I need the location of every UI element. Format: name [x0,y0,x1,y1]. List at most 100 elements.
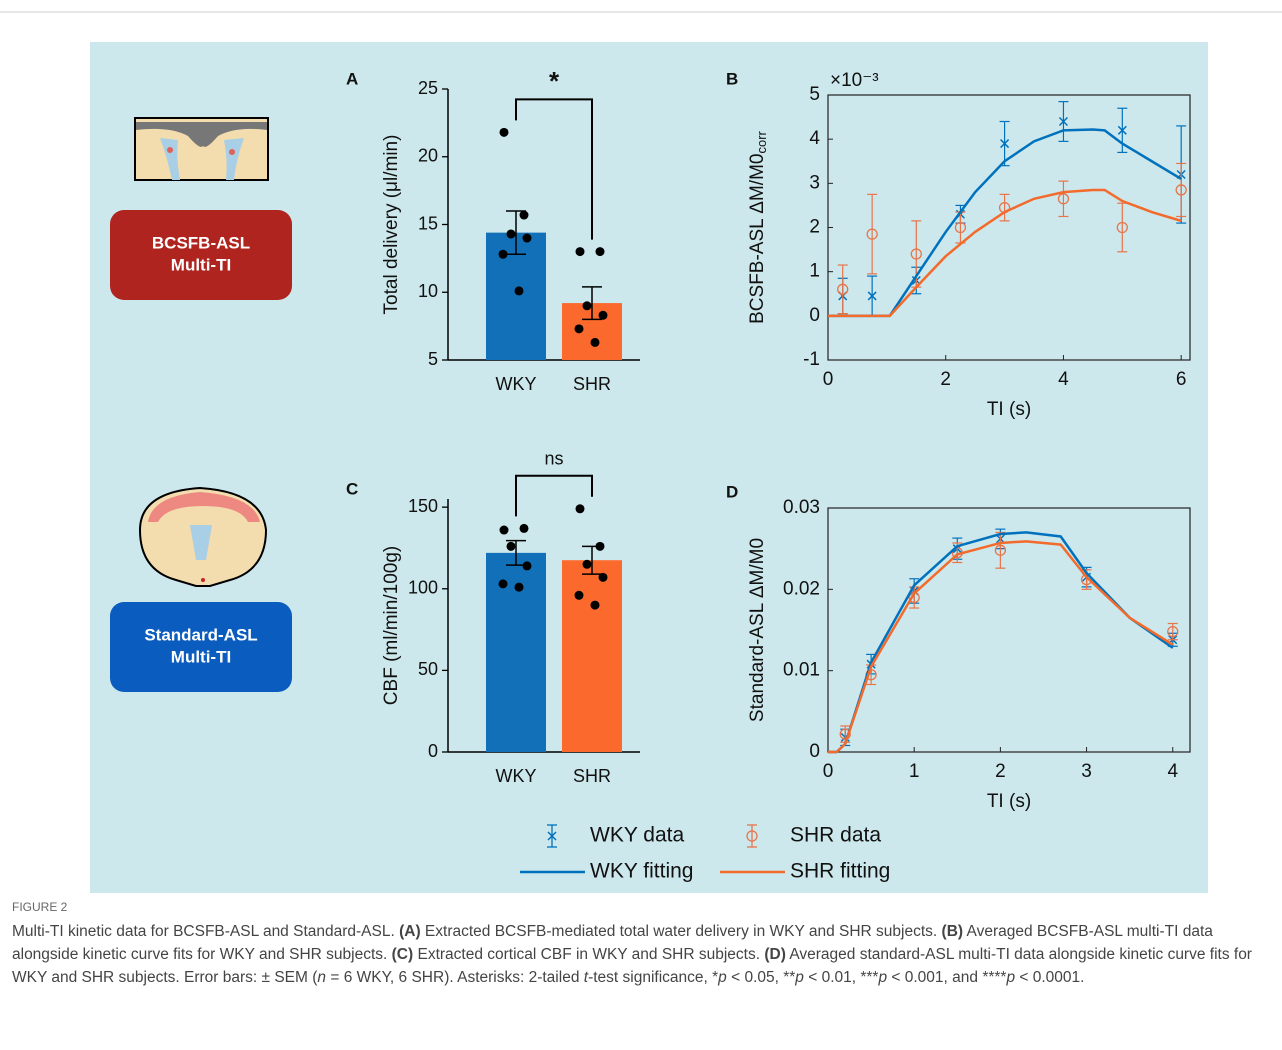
fit-line [828,128,1182,318]
x-tick-label: 4 [1167,761,1178,782]
caption-run: Multi-TI kinetic data for BCSFB-ASL and … [12,923,400,940]
data-point [590,337,600,347]
caption-run: (C) [391,946,414,963]
x-axis-label: TI (s) [987,791,1031,812]
y-tick-label: 0 [428,741,438,761]
caption-run: t [583,969,589,986]
y-tick-label: 0 [809,741,820,762]
data-point [506,229,516,239]
x-tick-label: 6 [1176,369,1187,390]
y-tick-label: 15 [418,213,438,233]
plot-box [827,507,1191,753]
y-tick-label: 5 [428,349,438,369]
y-tick-label: 0.02 [783,578,820,599]
x-tick-label: 0 [823,369,834,390]
data-point [522,233,532,243]
brain-icon [138,486,268,587]
caption-run: < 0.0001. [1015,969,1085,986]
data-point [519,210,529,220]
caption: FIGURE 2 Multi-TI kinetic data for BCSFB… [12,900,1267,989]
y-tick-label: 150 [408,496,438,516]
data-point [590,600,600,610]
x-tick-label: SHR [573,374,611,394]
data-point [498,249,508,259]
data-point [499,525,509,535]
data-point [595,247,605,257]
panel-label: A [346,69,358,88]
y-tick-label: 20 [418,146,438,166]
marker-x [1000,139,1010,149]
y-axis-label: BCSFB-ASL ΔM/M0corr [747,130,769,323]
y-axis-label-subscript: corr [754,130,769,153]
marker-circle [866,228,878,240]
caption-run: n [317,969,327,986]
y-tick-label: 1 [809,261,820,282]
legend-label: WKY data [590,824,684,847]
caption-run: < 0.001, and **** [887,969,1007,986]
caption-run: p [718,969,727,986]
significance-label: ns [544,449,563,469]
axis-multiplier: ×10⁻³ [830,70,879,91]
fit-line [828,540,1174,754]
data-point [598,572,608,582]
caption-run: Averaged BCSFB-ASL multi-TI data alongsi… [12,923,1213,963]
x-tick-label: WKY [495,374,536,394]
y-tick-label: 0.03 [783,497,820,518]
y-tick-label: 25 [418,78,438,98]
data-point [574,324,584,334]
caption-run: = 6 WKY, 6 SHR). Asterisks: 2-tailed [326,969,584,986]
x-tick-label: 2 [940,369,951,390]
method-label: Standard-ASL [144,625,257,644]
data-point [519,523,529,533]
method-label: Multi-TI [171,647,231,666]
y-axis-label: Standard-ASL ΔM/M0 [747,538,768,722]
panel-label: D [726,482,738,501]
x-axis-label: TI (s) [987,399,1031,420]
y-tick-label: 0.01 [783,660,820,681]
caption-run: (A) [399,923,421,940]
y-tick-label: 0 [809,305,820,326]
caption-run: < 0.05, ** [726,969,796,986]
bar [562,560,622,752]
data-point [598,310,608,320]
legend-label: SHR data [790,824,881,847]
data-point [574,590,584,600]
marker-circle [1116,221,1128,234]
x-tick-label: 2 [995,761,1006,782]
panel-label: B [726,69,738,88]
data-point [595,541,605,551]
data-point [498,579,508,589]
caption-run: (B) [941,923,964,940]
figure-label: FIGURE 2 [12,900,68,914]
marker-circle [1167,625,1179,638]
x-tick-label: SHR [573,766,611,786]
marker-circle [1057,193,1070,205]
marker-circle [1175,184,1187,196]
data-point [499,127,509,137]
legend-label: WKY fitting [590,860,693,883]
caption-run: p [878,969,888,986]
y-axis-label-main: BCSFB-ASL ΔM/M0 [747,154,768,324]
marker-circle [954,221,967,234]
panel-background [90,42,1208,893]
marker-x [547,831,557,841]
x-tick-label: 4 [1058,369,1069,390]
caption-run: (D) [764,946,786,963]
y-axis-label: CBF (ml/min/100g) [381,546,402,705]
caption-run: p [795,969,804,986]
method-label: Multi-TI [171,255,231,274]
y-tick-label: 3 [809,172,820,193]
y-tick-label: 5 [809,84,820,105]
marker-circle [839,728,851,740]
y-tick-label: 50 [418,659,438,679]
fit-line [828,188,1182,318]
caption-text: Multi-TI kinetic data for BCSFB-ASL and … [12,920,1267,989]
caption-run: Extracted cortical CBF in WKY and SHR su… [413,946,765,963]
y-axis-label-main: Standard-ASL ΔM/M0 [747,538,768,722]
caption-run: < 0.01, *** [803,969,879,986]
panel-label: C [346,479,358,498]
method-box [110,602,292,692]
figure: BCSFB-ASL Multi-TI Standard-ASL Multi-TI A 5 1… [0,11,1282,893]
